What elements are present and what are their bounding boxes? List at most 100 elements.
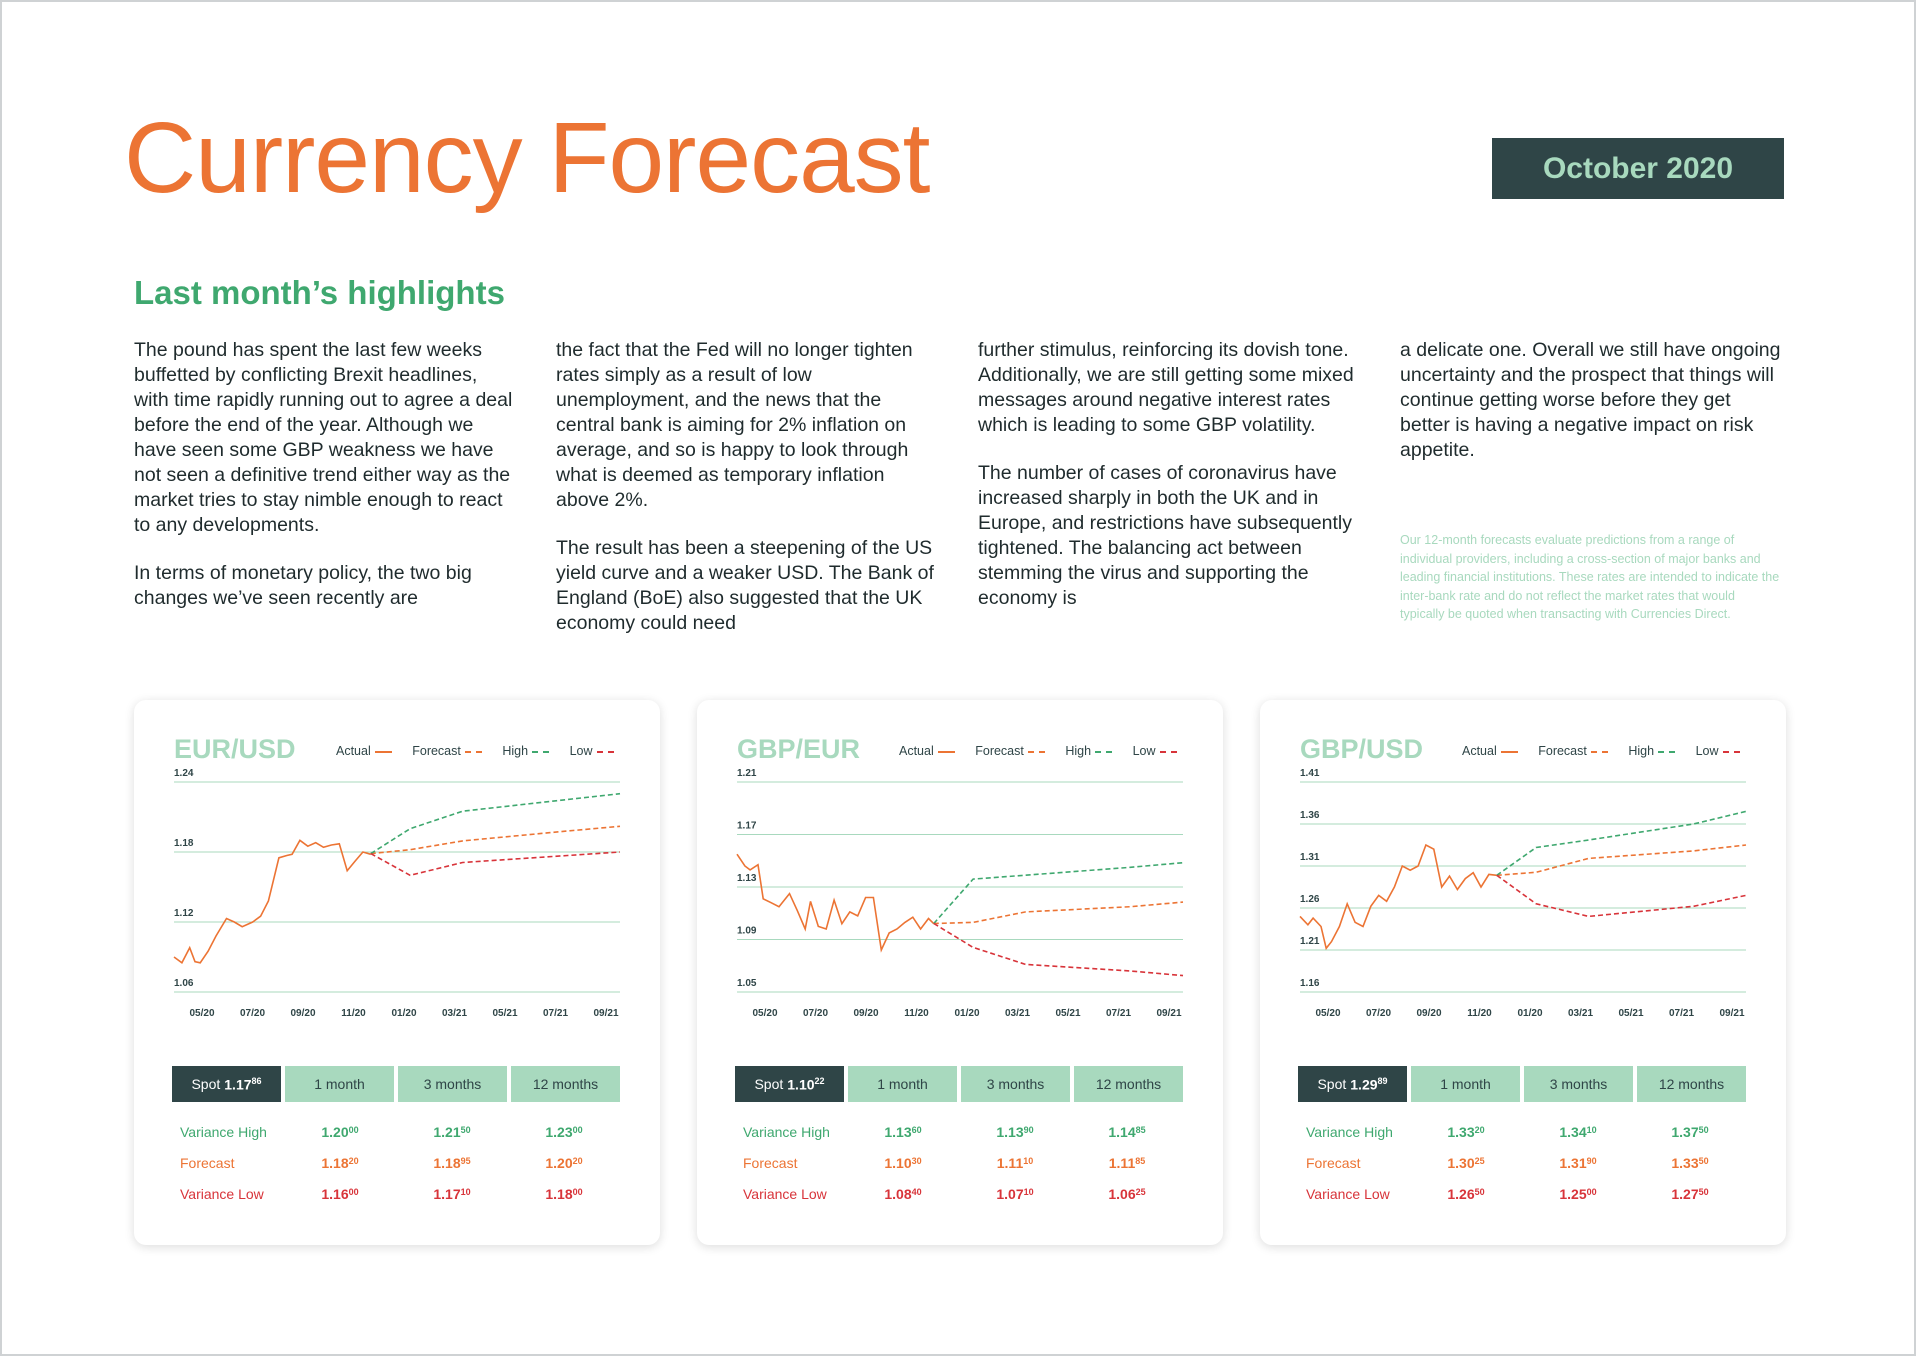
y-tick-label: 1.21 — [1300, 936, 1320, 947]
y-tick-label: 1.17 — [737, 821, 757, 832]
tab-3-months: 3 months — [961, 1066, 1070, 1102]
forecast-row: Variance High 1.3320 1.3410 1.3750 — [1298, 1116, 1746, 1147]
tab-12-months: 12 months — [1074, 1066, 1183, 1102]
series-forecast-line — [370, 825, 621, 855]
text-column-2: the fact that the Fed will no longer tig… — [556, 338, 938, 659]
legend-low: Low — [1133, 744, 1177, 758]
legend-low: Low — [1696, 744, 1740, 758]
row-label: Forecast — [180, 1154, 235, 1171]
forecast-row: Variance High 1.2000 1.2150 1.2300 — [172, 1116, 620, 1147]
page-title: Currency Forecast — [124, 102, 930, 214]
rate-value: 1.1800 — [545, 1185, 583, 1202]
x-tick-label: 01/20 — [954, 1008, 979, 1019]
x-tick-label: 07/21 — [1669, 1008, 1694, 1019]
legend-high: High — [1065, 744, 1112, 758]
currency-pair-title: EUR/USD — [174, 734, 296, 764]
chart-legend: Actual Forecast High Low — [336, 744, 631, 758]
eur-usd-chart: 1.06 1.12 1.18 1.24 05/20 07/20 09/20 11/20 01/2… — [173, 768, 621, 1019]
x-tick-label: 05/20 — [1315, 1008, 1340, 1019]
series-high-line — [933, 861, 1184, 925]
series-low-line — [1496, 874, 1747, 918]
forecast-rows: Variance High 1.2000 1.2150 1.2300 Forecast 1… — [172, 1116, 620, 1209]
x-tick-label: 05/21 — [492, 1008, 517, 1019]
tab-3-months: 3 months — [1524, 1066, 1633, 1102]
currency-card-gbp-usd: GBP/USD Actual Forecast High Low 1.16 1.2… — [1260, 700, 1786, 1245]
rate-value: 1.1820 — [321, 1154, 359, 1171]
x-tick-label: 05/20 — [752, 1008, 777, 1019]
rate-value: 1.1710 — [433, 1185, 471, 1202]
rate-value: 1.1360 — [884, 1123, 922, 1140]
y-tick-label: 1.26 — [1300, 894, 1320, 905]
spot-rate: Spot 1.1786 — [172, 1066, 281, 1102]
rate-value: 1.0710 — [996, 1185, 1034, 1202]
x-tick-label: 11/20 — [1467, 1008, 1492, 1019]
series-actual-line — [1299, 843, 1497, 951]
date-badge: October 2020 — [1492, 138, 1784, 199]
y-tick-label: 1.13 — [737, 873, 757, 884]
x-tick-label: 09/21 — [593, 1008, 618, 1019]
tab-3-months: 3 months — [398, 1066, 507, 1102]
rate-value: 1.3190 — [1559, 1154, 1597, 1171]
x-tick-label: 01/20 — [1517, 1008, 1542, 1019]
rate-value: 1.2150 — [433, 1123, 471, 1140]
y-tick-label: 1.31 — [1300, 852, 1320, 863]
currency-pair-title: GBP/USD — [1300, 734, 1424, 764]
rate-value: 1.1895 — [433, 1154, 471, 1171]
rate-value: 1.1185 — [1108, 1154, 1146, 1171]
row-label: Variance High — [1306, 1123, 1393, 1140]
rate-value: 1.1485 — [1108, 1123, 1146, 1140]
forecast-row: Forecast 1.1820 1.1895 1.2020 — [172, 1147, 620, 1178]
series-high-line — [1496, 810, 1747, 876]
text-column-1: The pound has spent the last few weeks b… — [134, 338, 516, 634]
rate-value: 1.2750 — [1671, 1185, 1709, 1202]
paragraph: further stimulus, reinforcing its dovish… — [978, 339, 1354, 436]
paragraph: the fact that the Fed will no longer tig… — [556, 339, 913, 511]
forecast-row: Variance Low 1.1600 1.1710 1.1800 — [172, 1178, 620, 1209]
forecast-rows: Variance High 1.1360 1.1390 1.1485 Forecast 1… — [735, 1116, 1183, 1209]
legend-forecast: Forecast — [975, 744, 1045, 758]
disclaimer: Our 12-month forecasts evaluate predicti… — [1400, 533, 1780, 621]
row-label: Variance High — [743, 1123, 830, 1140]
rate-value: 1.2500 — [1559, 1185, 1597, 1202]
paragraph: The pound has spent the last few weeks b… — [134, 339, 513, 536]
rate-value: 1.0840 — [884, 1185, 922, 1202]
tab-1-month: 1 month — [848, 1066, 957, 1102]
row-label: Variance Low — [743, 1185, 827, 1202]
forecast-row: Variance Low 1.0840 1.0710 1.0625 — [735, 1178, 1183, 1209]
paragraph: The result has been a steepening of the … — [556, 537, 934, 634]
series-forecast-line — [1496, 844, 1747, 877]
forecast-row: Forecast 1.1030 1.1110 1.1185 — [735, 1147, 1183, 1178]
chart-legend: Actual Forecast High Low — [899, 744, 1194, 758]
spot-rate: Spot 1.1022 — [735, 1066, 844, 1102]
tab-1-month: 1 month — [285, 1066, 394, 1102]
x-tick-label: 09/21 — [1156, 1008, 1181, 1019]
legend-actual: Actual — [336, 744, 392, 758]
tab-12-months: 12 months — [511, 1066, 620, 1102]
rate-value: 1.0625 — [1108, 1185, 1146, 1202]
rate-value: 1.3410 — [1559, 1123, 1597, 1140]
x-tick-label: 11/20 — [341, 1008, 366, 1019]
paragraph: a delicate one. Overall we still have on… — [1400, 339, 1781, 461]
series-high-line — [370, 792, 621, 855]
rate-value: 1.3320 — [1447, 1123, 1485, 1140]
x-tick-label: 11/20 — [904, 1008, 929, 1019]
row-label: Forecast — [743, 1154, 798, 1171]
rate-value: 1.3025 — [1447, 1154, 1485, 1171]
section-heading: Last month’s highlights — [134, 274, 505, 311]
forecast-tabs: Spot 1.2989 1 month 3 months 12 months — [1298, 1066, 1746, 1102]
tab-1-month: 1 month — [1411, 1066, 1520, 1102]
series-low-line — [933, 922, 1184, 977]
paragraph: In terms of monetary policy, the two big… — [134, 562, 472, 609]
rate-value: 1.1390 — [996, 1123, 1034, 1140]
tab-12-months: 12 months — [1637, 1066, 1746, 1102]
legend-high: High — [502, 744, 549, 758]
text-column-4: a delicate one. Overall we still have on… — [1400, 338, 1782, 486]
y-tick-label: 1.06 — [174, 978, 194, 989]
x-tick-label: 07/20 — [1366, 1008, 1391, 1019]
x-tick-label: 09/20 — [1416, 1008, 1441, 1019]
y-tick-label: 1.36 — [1300, 810, 1320, 821]
x-tick-label: 05/21 — [1618, 1008, 1643, 1019]
forecast-tabs: Spot 1.1786 1 month 3 months 12 months — [172, 1066, 620, 1102]
y-tick-label: 1.12 — [174, 908, 194, 919]
